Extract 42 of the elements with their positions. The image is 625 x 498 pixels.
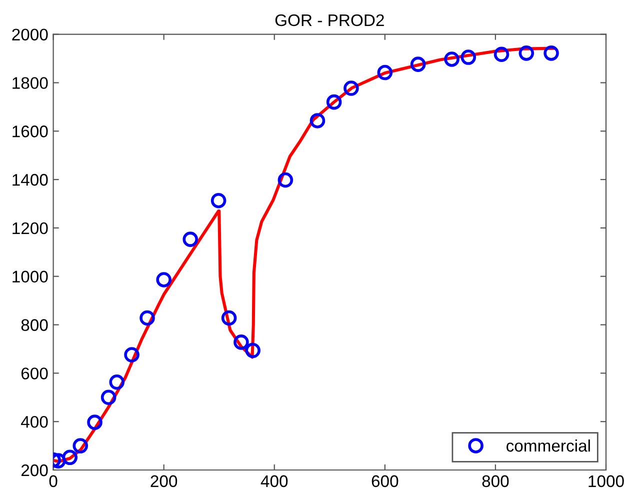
point	[124, 347, 140, 362]
x-tick-label: 200	[150, 475, 178, 488]
x-tick-label: 0	[49, 475, 58, 488]
point	[518, 46, 534, 61]
x-tick-label: 1000	[588, 475, 624, 488]
point	[182, 232, 198, 247]
x-tick-label: 800	[482, 475, 509, 488]
y-tick-label: 2000	[12, 28, 48, 41]
point	[377, 64, 393, 80]
y-tick-label: 200	[21, 464, 48, 476]
point	[278, 172, 294, 188]
point	[310, 113, 326, 128]
point	[410, 56, 426, 72]
point	[221, 310, 237, 326]
point	[326, 94, 342, 110]
x-tick-label: 600	[372, 475, 398, 488]
point	[156, 272, 172, 288]
y-tick-label: 800	[21, 319, 48, 331]
point	[72, 438, 88, 454]
point	[210, 192, 226, 208]
y-tick-label: 1400	[12, 174, 48, 186]
point	[245, 342, 260, 358]
y-tick-label: 1200	[12, 222, 48, 234]
y-tick-label: 1000	[12, 270, 48, 283]
legend-label: commercial	[506, 439, 590, 452]
point	[109, 374, 124, 390]
point	[344, 80, 359, 96]
y-tick-label: 400	[21, 416, 48, 428]
point	[494, 46, 510, 62]
point	[140, 310, 155, 326]
y-tick-label: 1600	[12, 126, 48, 138]
chart-title: GOR - PROD2	[275, 14, 384, 26]
point	[444, 52, 460, 67]
point	[234, 334, 249, 350]
y-tick-label: 600	[21, 368, 48, 380]
point	[544, 46, 559, 61]
x-tick-label: 400	[260, 475, 288, 488]
point	[62, 450, 78, 466]
point	[100, 390, 116, 406]
point	[460, 50, 476, 65]
point	[87, 414, 102, 430]
y-tick-label: 1800	[12, 77, 48, 89]
